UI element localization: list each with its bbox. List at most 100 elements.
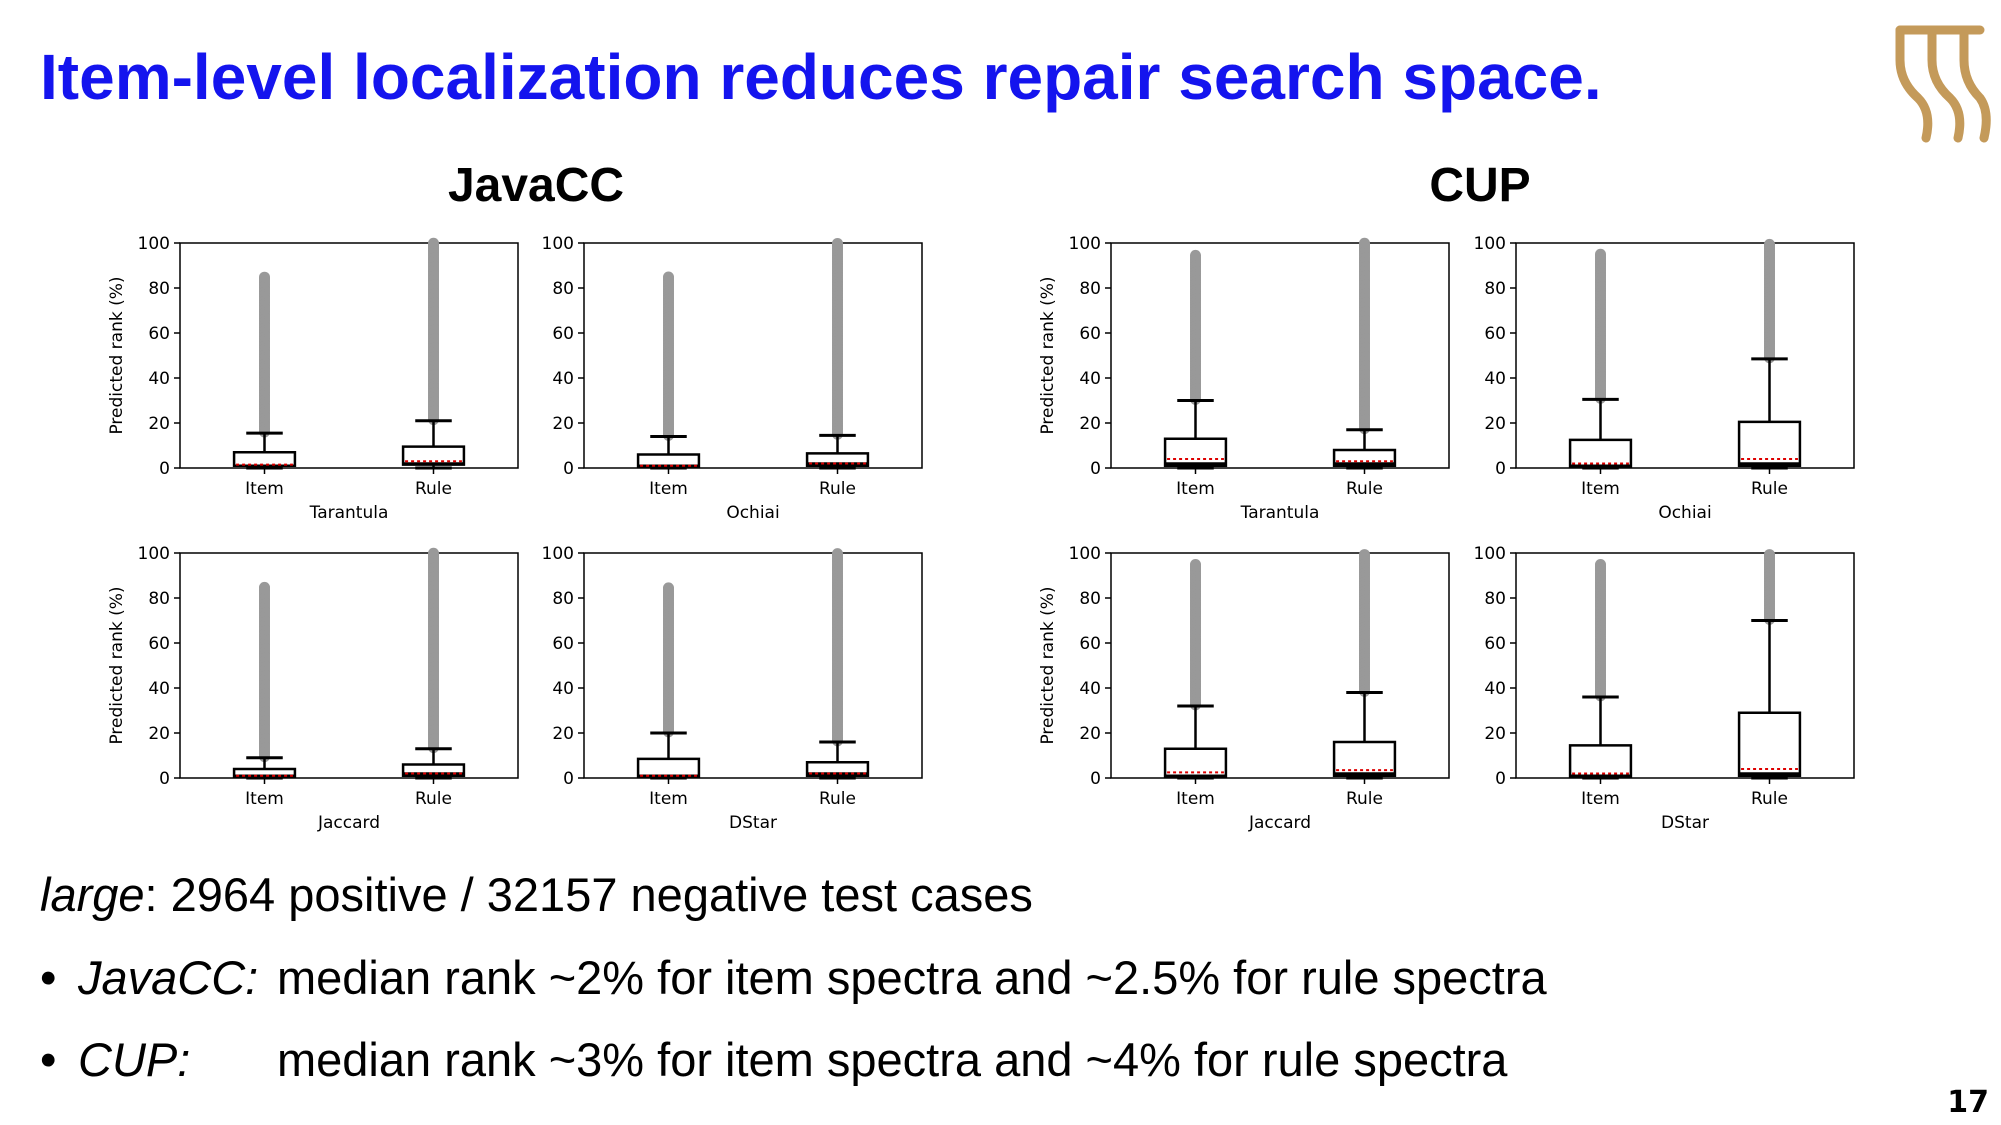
box-iqr <box>1568 438 1633 469</box>
outlier-point <box>428 237 439 249</box>
y-tick-label: 40 <box>148 369 170 389</box>
x-tick-label: Item <box>649 479 688 499</box>
outlier-point <box>259 581 270 593</box>
plot-frame <box>179 552 519 779</box>
outlier-point <box>1764 549 1775 561</box>
y-tick-label: 80 <box>1079 589 1101 609</box>
chart-panel: 0 20 40 60 80 100 Predicted rank (%) Item Rule Ta… <box>1038 234 1450 523</box>
y-tick-label: 0 <box>1090 769 1101 789</box>
y-tick-label: 40 <box>1079 369 1101 389</box>
y-tick-label: 80 <box>148 589 170 609</box>
y-tick-label: 80 <box>1484 589 1506 609</box>
outlier-point <box>1764 238 1775 250</box>
outlier-point <box>428 547 439 559</box>
y-tick-label: 40 <box>148 679 170 699</box>
box-iqr <box>401 763 466 777</box>
dataset-note-emphasis: large <box>40 868 145 921</box>
y-tick-label: 60 <box>552 634 574 654</box>
outlier-points <box>1190 558 1201 711</box>
bullet-dot: • <box>40 1033 57 1086</box>
outlier-points <box>663 582 674 738</box>
x-axis-label: DStar <box>1661 813 1709 833</box>
y-tick-label: 0 <box>1090 459 1101 479</box>
x-tick-label: Item <box>1176 789 1215 809</box>
x-tick-label: Rule <box>1751 789 1788 809</box>
y-tick-label: 0 <box>1495 769 1506 789</box>
y-tick-label: 0 <box>563 769 574 789</box>
outlier-point <box>832 548 843 560</box>
dataset-note-text: : 2964 positive / 32157 negative test ca… <box>144 868 1033 921</box>
box-iqr <box>636 757 701 779</box>
x-tick-label: Item <box>245 789 284 809</box>
outlier-points <box>1764 549 1775 625</box>
y-tick-label: 20 <box>1079 414 1101 434</box>
outlier-point <box>832 237 843 249</box>
outlier-points <box>1190 249 1201 405</box>
y-tick-label: 80 <box>1079 279 1101 299</box>
outlier-point <box>259 271 270 283</box>
bullet-text: median rank ~2% for item spectra and ~2.… <box>277 951 1547 1004</box>
x-tick-label: Rule <box>1346 789 1383 809</box>
y-tick-label: 40 <box>1484 679 1506 699</box>
x-tick-label: Item <box>1581 789 1620 809</box>
plot-frame <box>583 242 923 469</box>
outlier-point <box>663 582 674 594</box>
outlier-points <box>1595 558 1606 702</box>
x-tick-label: Rule <box>1346 479 1383 499</box>
chart-panel: 0 20 40 60 80 100 Item Rule Ochiai <box>1474 234 1855 523</box>
y-tick-label: 20 <box>1484 724 1506 744</box>
group-title-javacc: JavaCC <box>447 159 625 212</box>
y-tick-label: 60 <box>148 634 170 654</box>
x-axis-label: Jaccard <box>317 813 380 833</box>
x-tick-label: Item <box>1581 479 1620 499</box>
outlier-points <box>259 581 270 763</box>
boxplot-grid: 0 20 40 60 80 100 Predicted rank (%) Item Rule Ta… <box>107 234 1855 833</box>
y-tick-label: 100 <box>542 234 574 254</box>
bullet-text: median rank ~3% for item spectra and ~4%… <box>277 1033 1508 1086</box>
y-tick-label: 80 <box>552 589 574 609</box>
y-tick-label: 0 <box>159 769 170 789</box>
outlier-points <box>663 271 674 441</box>
y-tick-label: 40 <box>1484 369 1506 389</box>
y-tick-label: 100 <box>1474 544 1506 564</box>
chart-panel: 0 20 40 60 80 100 Predicted rank (%) Item Rule Ta… <box>107 234 519 523</box>
outlier-point <box>1595 248 1606 260</box>
bullet-label: CUP: <box>78 1033 191 1086</box>
page-number: 17 <box>1947 1085 1989 1120</box>
y-axis-label: Predicted rank (%) <box>107 586 127 744</box>
x-tick-label: Rule <box>1751 479 1788 499</box>
x-axis-label: Ochiai <box>726 503 779 523</box>
chart-panel: 0 20 40 60 80 100 Item Rule DStar <box>1474 544 1855 833</box>
plot-frame <box>1515 552 1855 779</box>
y-tick-label: 20 <box>1079 724 1101 744</box>
y-tick-label: 60 <box>1484 324 1506 344</box>
university-logo-icon <box>1895 25 1991 143</box>
y-tick-label: 0 <box>1495 459 1506 479</box>
bullet-dot: • <box>40 951 57 1004</box>
outlier-points <box>832 237 843 440</box>
x-axis-label: Jaccard <box>1248 813 1311 833</box>
x-axis-label: Ochiai <box>1658 503 1711 523</box>
y-tick-label: 40 <box>1079 679 1101 699</box>
outlier-point <box>1595 558 1606 570</box>
plot-frame <box>1110 242 1450 469</box>
x-tick-label: Item <box>245 479 284 499</box>
y-tick-label: 40 <box>552 679 574 699</box>
outlier-point <box>663 271 674 283</box>
y-tick-label: 60 <box>148 324 170 344</box>
x-axis-label: Tarantula <box>1240 503 1320 523</box>
x-axis-label: Tarantula <box>309 503 389 523</box>
box-iqr <box>1568 744 1633 779</box>
outlier-points <box>1359 549 1370 697</box>
x-tick-label: Rule <box>415 789 452 809</box>
y-tick-label: 80 <box>148 279 170 299</box>
y-tick-label: 0 <box>159 459 170 479</box>
slide-title: Item-level localization reduces repair s… <box>40 41 1602 113</box>
y-axis-label: Predicted rank (%) <box>107 276 127 434</box>
outlier-points <box>428 547 439 754</box>
y-tick-label: 100 <box>138 234 170 254</box>
plot-frame <box>179 242 519 469</box>
x-tick-label: Rule <box>819 479 856 499</box>
y-axis-label: Predicted rank (%) <box>1038 276 1058 434</box>
y-tick-label: 100 <box>542 544 574 564</box>
